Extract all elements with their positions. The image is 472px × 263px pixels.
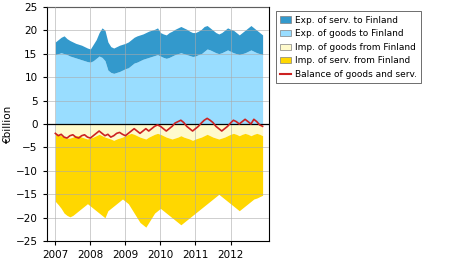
Y-axis label: €billion: €billion bbox=[3, 105, 13, 143]
Legend: Exp. of serv. to Finland, Exp. of goods to Finland, Imp. of goods from Finland, : Exp. of serv. to Finland, Exp. of goods … bbox=[276, 11, 421, 83]
